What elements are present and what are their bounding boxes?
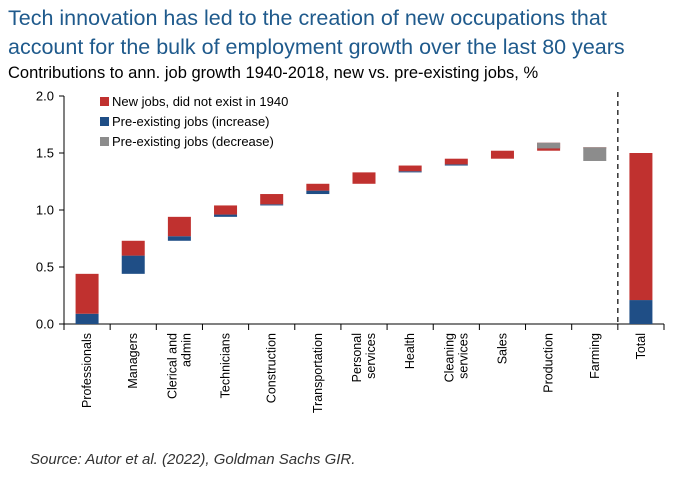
legend-swatch-increase (100, 117, 109, 126)
x-category-label: Health (403, 333, 417, 369)
bar-increase (260, 204, 284, 206)
x-category-label: Production (542, 333, 556, 393)
x-category-label: admin (179, 333, 193, 367)
bar-new-jobs (167, 216, 191, 237)
chart-title: Tech innovation has led to the creation … (8, 6, 625, 59)
x-category-label: Clerical and (165, 333, 179, 399)
x-category-label: Cleaning (442, 333, 456, 382)
legend-label-new: New jobs, did not exist in 1940 (112, 94, 288, 109)
bar-increase (167, 236, 191, 241)
bar-new-jobs (629, 153, 653, 301)
bar-new-jobs (75, 273, 99, 314)
y-tick-label: 0.0 (36, 317, 54, 332)
x-category-label: Technicians (219, 333, 233, 398)
chart-subtitle: Contributions to ann. job growth 1940-20… (8, 64, 539, 82)
bar-increase (214, 214, 238, 217)
bar-new-jobs (444, 158, 468, 165)
legend-swatch-decrease (100, 137, 109, 146)
bar-increase (75, 313, 99, 324)
x-category-label: Transportation (311, 333, 325, 413)
y-tick-label: 0.5 (36, 260, 54, 275)
source-note: Source: Autor et al. (2022), Goldman Sac… (30, 451, 356, 468)
bar-decrease (537, 142, 561, 149)
x-category-label: Construction (265, 333, 279, 403)
bar-decrease (583, 147, 607, 161)
x-category-label: Managers (126, 333, 140, 389)
legend-label-decrease: Pre-existing jobs (decrease) (112, 134, 274, 149)
bar-increase (629, 300, 653, 324)
bar-new-jobs (260, 194, 284, 205)
bar-increase (444, 164, 468, 166)
x-category-label: Total (634, 333, 648, 359)
x-category-label: services (456, 333, 470, 379)
legend-swatch-new (100, 97, 109, 106)
y-tick-label: 2.0 (36, 89, 54, 104)
bar-new-jobs (121, 240, 145, 256)
x-category-label: services (364, 333, 378, 379)
bar-increase (398, 171, 422, 173)
bar-new-jobs (352, 172, 376, 184)
x-category-label: Personal (350, 333, 364, 382)
legend-label-increase: Pre-existing jobs (increase) (112, 114, 270, 129)
bar-new-jobs (398, 165, 422, 172)
bar-increase (306, 190, 330, 195)
y-tick-label: 1.5 (36, 146, 54, 161)
x-category-label: Farming (588, 333, 602, 379)
bar-increase (121, 255, 145, 274)
x-category-label: Professionals (80, 333, 94, 408)
y-tick-label: 1.0 (36, 203, 54, 218)
x-category-label: Sales (495, 333, 509, 364)
bar-new-jobs (214, 205, 238, 215)
bar-new-jobs (490, 150, 514, 159)
bar-new-jobs (306, 183, 330, 191)
